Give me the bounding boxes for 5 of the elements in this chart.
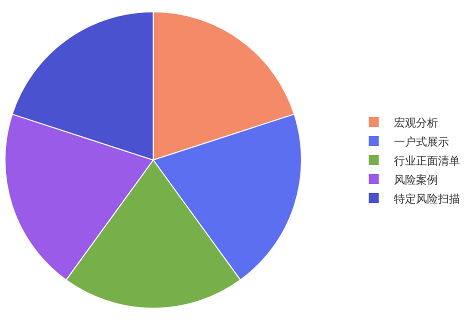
legend-label: 行业正面清单 [394,154,460,168]
legend-label: 宏观分析 [394,116,438,130]
legend-label: 特定风险扫描 [394,192,460,206]
legend-label: 一户式展示 [394,135,449,148]
legend-label: 风险案例 [394,173,438,186]
